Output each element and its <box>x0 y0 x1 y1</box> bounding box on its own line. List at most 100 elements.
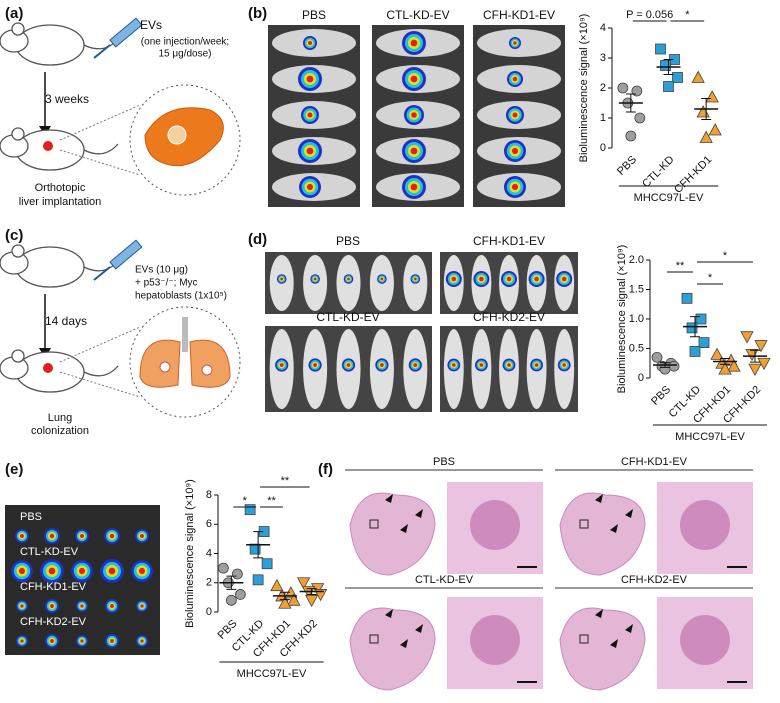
signal-blob <box>50 639 54 643</box>
signal-blob <box>50 604 54 608</box>
y-tick-label: 4 <box>600 22 606 34</box>
panel-label: (a) <box>5 5 23 22</box>
arrowhead <box>610 524 618 533</box>
tissue-section <box>349 607 436 691</box>
signal-blob <box>561 276 567 282</box>
signal-blob <box>78 567 86 575</box>
x-tick-label: PBS <box>615 154 639 178</box>
data-point <box>225 594 237 606</box>
duration-label: 3 weeks <box>45 92 89 106</box>
data-point <box>244 504 256 516</box>
arrowhead <box>610 639 618 648</box>
signal-blob <box>80 604 84 608</box>
data-point <box>748 363 762 376</box>
group-label: MHCC97L-EV <box>634 192 704 204</box>
data-point <box>617 82 629 94</box>
arrowhead <box>625 624 633 633</box>
y-axis-label: Bioluminescence signal (×10⁹) <box>184 479 196 628</box>
image-label: PBS <box>20 511 42 523</box>
inset-box <box>579 519 589 529</box>
image-label: CFH-KD1-EV <box>621 456 688 468</box>
data-point <box>710 347 724 360</box>
data-point <box>708 123 722 136</box>
signal-blob <box>110 604 114 608</box>
data-point <box>287 593 301 606</box>
error-bar <box>625 93 636 113</box>
outcome-label: Lung <box>48 412 72 424</box>
treatment-label: 15 μg/dose) <box>158 49 211 60</box>
panel-label: (e) <box>5 461 23 478</box>
signal-blob <box>80 534 84 538</box>
tumor-illustration <box>159 361 171 373</box>
signal-blob <box>20 639 24 643</box>
data-point <box>252 574 264 586</box>
data-point <box>231 568 243 580</box>
arrowhead <box>595 494 603 503</box>
significance-label: * <box>243 495 248 507</box>
data-point <box>686 322 698 334</box>
error-bar <box>690 316 700 338</box>
image-label: PBS <box>336 234 360 248</box>
data-point <box>668 360 680 372</box>
signal-blob <box>380 363 384 367</box>
duration-label: 14 days <box>45 314 87 328</box>
signal-blob <box>280 277 284 281</box>
syringe-icon <box>109 17 143 48</box>
data-point <box>634 112 646 124</box>
signal-blob <box>512 76 518 82</box>
arrowhead <box>400 639 408 648</box>
data-point <box>278 596 292 609</box>
zoom-circle <box>129 306 241 418</box>
significance-label: * <box>708 272 713 284</box>
signal-blob <box>452 363 456 367</box>
micrograph-nodule <box>470 500 520 550</box>
tissue-section <box>349 492 436 576</box>
error-bar <box>663 59 674 75</box>
arrowhead <box>415 509 423 518</box>
treatment-label: + p53⁻/⁻; Myc <box>135 278 198 289</box>
group-label: MHCC97L-EV <box>237 668 307 680</box>
data-point <box>699 130 713 143</box>
arrowhead <box>385 609 393 618</box>
arrowhead <box>385 494 393 503</box>
treatment-label: (one injection/week; <box>141 37 229 48</box>
data-point <box>696 105 710 118</box>
data-point <box>727 359 741 372</box>
micrograph-nodule <box>470 615 520 665</box>
signal-blob <box>306 183 314 191</box>
signal-blob <box>20 604 24 608</box>
signal-blob <box>138 567 146 575</box>
data-point <box>296 577 311 590</box>
y-tick-label: 6 <box>206 518 212 530</box>
signal-blob <box>313 363 317 367</box>
data-point <box>705 90 719 103</box>
signal-blob <box>410 75 418 83</box>
micrograph-nodule <box>680 615 730 665</box>
significance-label: * <box>685 9 690 21</box>
x-tick-label: CTL-KD <box>640 154 677 191</box>
image-label: CFH-KD1-EV <box>20 581 87 593</box>
error-bar <box>279 591 290 601</box>
data-point <box>718 362 732 375</box>
data-point <box>695 313 707 325</box>
zoom-line <box>59 104 141 141</box>
signal-blob <box>313 277 317 281</box>
signal-blob <box>451 276 457 282</box>
outcome-label: colonization <box>31 425 89 437</box>
signal-blob <box>380 277 384 281</box>
x-tick-label: PBS <box>649 384 673 408</box>
mouse-illustration <box>83 365 119 377</box>
signal-blob <box>534 363 539 367</box>
treatment-label: EVs <box>140 18 162 32</box>
tumor-illustration <box>201 364 213 376</box>
signal-blob <box>109 533 115 539</box>
signal-blob <box>20 534 24 538</box>
zoom-line <box>59 149 141 176</box>
tumor-illustration <box>167 125 187 145</box>
image-label: CTL-KD-EV <box>20 546 79 558</box>
y-tick-label: 1 <box>600 112 606 124</box>
data-point <box>754 340 768 353</box>
mouse-illustration <box>83 143 119 155</box>
arrowhead <box>415 624 423 633</box>
data-point <box>672 72 683 83</box>
